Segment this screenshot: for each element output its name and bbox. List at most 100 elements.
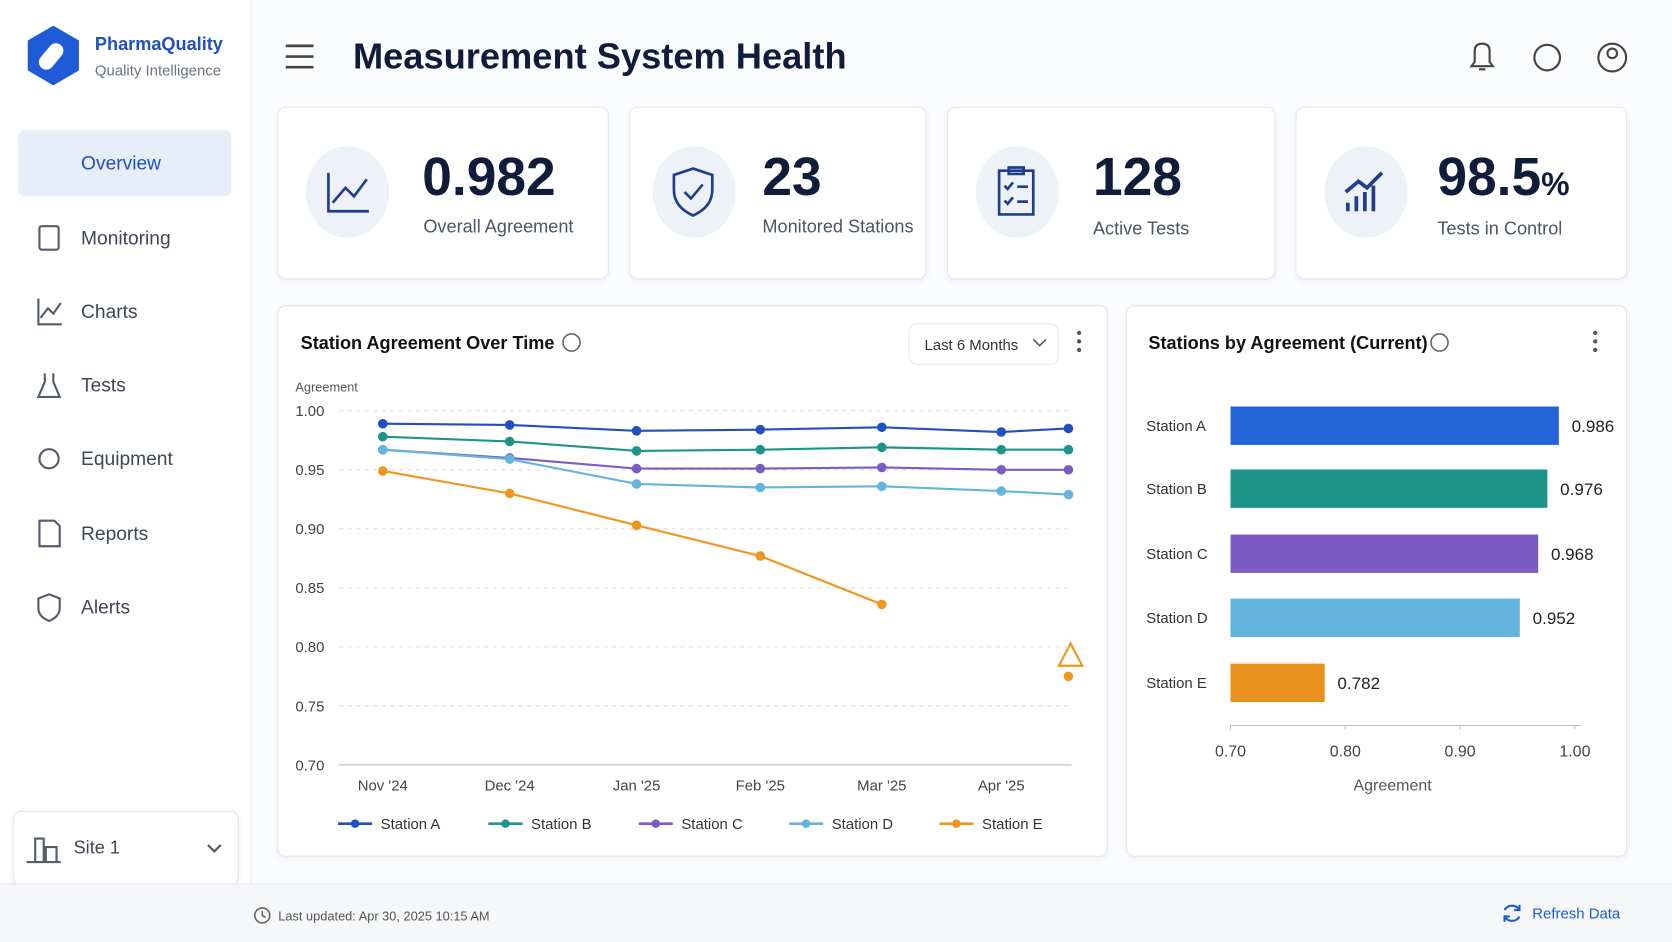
series-line xyxy=(382,448,1069,496)
nav-label: Charts xyxy=(81,300,138,322)
data-point xyxy=(631,479,642,489)
kpi-value: 23 xyxy=(762,147,822,207)
nav-label: Overview xyxy=(81,152,162,174)
nav-item[interactable]: Reports xyxy=(18,500,231,566)
y-tick-label: Station D xyxy=(1146,610,1208,627)
value-label: 0.782 xyxy=(1337,674,1380,693)
kpi-card: 98.5% Tests in Control xyxy=(1295,106,1628,280)
series-line xyxy=(382,448,1069,471)
kpi-label: Active Tests xyxy=(1092,218,1190,239)
kpi-icons xyxy=(327,166,1384,217)
legend-label: Station D xyxy=(832,816,894,833)
site-selector[interactable]: Site 1 xyxy=(12,810,239,886)
y-tick-label: 0.95 xyxy=(295,462,324,479)
user[interactable] xyxy=(1597,42,1628,73)
x-tick-label: Nov '24 xyxy=(358,778,408,795)
data-point xyxy=(1063,423,1074,434)
bar xyxy=(1230,406,1559,445)
legend-marker xyxy=(801,819,811,828)
nav-item[interactable]: Overview xyxy=(18,130,232,197)
x-tick-label: Apr '25 xyxy=(978,778,1025,795)
dropdown-chevron xyxy=(1032,338,1047,347)
nav-label: Equipment xyxy=(81,447,173,469)
refresh-icon[interactable] xyxy=(1500,902,1523,925)
footer xyxy=(0,883,1672,942)
legend-label: Station B xyxy=(531,816,592,833)
bar xyxy=(1230,598,1520,637)
kpi-label: Monitored Stations xyxy=(762,216,914,237)
brand-name: PharmaQuality xyxy=(94,34,223,55)
bell[interactable] xyxy=(1469,42,1495,71)
kpi-value: 98.5% xyxy=(1437,146,1569,208)
data-point xyxy=(996,427,1007,437)
data-point xyxy=(755,482,766,493)
data-point xyxy=(877,481,887,492)
data-point xyxy=(877,599,887,610)
legend-label: Station A xyxy=(381,816,441,833)
icon-charts xyxy=(37,298,62,326)
y-tick-label: 0.75 xyxy=(295,698,324,715)
data-point xyxy=(504,454,515,464)
kpi-icon xyxy=(975,146,1059,238)
range-label: Last 6 Months xyxy=(924,335,1019,353)
legend-marker xyxy=(952,819,961,828)
help[interactable] xyxy=(1533,43,1562,72)
data-point xyxy=(504,436,515,447)
kpi-card: 128 Active Tests xyxy=(946,106,1276,280)
nav-item[interactable]: Tests xyxy=(18,352,231,418)
data-point xyxy=(877,462,887,473)
data-point xyxy=(877,422,887,433)
y-tick-label: Station A xyxy=(1146,418,1206,435)
icon-equipment xyxy=(38,448,60,470)
nav-label: Alerts xyxy=(81,595,131,618)
warning-icon xyxy=(1057,641,1085,667)
data-point xyxy=(996,486,1007,496)
x-tick-label: 0.80 xyxy=(1330,743,1361,760)
y-tick-label: Station C xyxy=(1146,546,1208,563)
sidebar-icons xyxy=(27,25,79,623)
data-point xyxy=(1063,671,1074,682)
legend-marker xyxy=(350,819,360,828)
data-point xyxy=(1063,444,1074,455)
info-icon xyxy=(1430,333,1449,352)
value-label: 0.976 xyxy=(1560,480,1603,499)
legend-marker xyxy=(501,819,510,828)
nav-label: Tests xyxy=(81,373,126,396)
range-dropdown[interactable]: Last 6 Months xyxy=(908,323,1059,365)
data-point xyxy=(996,464,1007,475)
kpi-icon xyxy=(306,146,390,238)
x-tick-label: Mar '25 xyxy=(857,778,906,795)
kpi-number: 98.5 xyxy=(1437,147,1542,207)
data-point xyxy=(378,444,388,455)
page-title: Measurement System Health xyxy=(352,36,847,77)
x-tick-label: Dec '24 xyxy=(485,778,535,795)
data-point xyxy=(504,420,515,430)
x-tick-label: Jan '25 xyxy=(613,778,661,795)
nav-item[interactable]: Monitoring xyxy=(18,205,231,271)
bar xyxy=(1230,469,1548,508)
data-point xyxy=(1063,489,1074,500)
icon-reports xyxy=(38,519,61,548)
icon-alerts xyxy=(37,593,61,623)
kpi-card: 23 Monitored Stations xyxy=(629,106,927,280)
user-head xyxy=(1606,47,1619,60)
y-tick-label: Station B xyxy=(1146,481,1207,498)
refresh-button[interactable]: Refresh Data xyxy=(1532,904,1621,922)
kpi-value: 0.982 xyxy=(422,147,556,207)
data-point xyxy=(996,444,1007,455)
x-tick-label: 1.00 xyxy=(1559,743,1590,760)
nav-item[interactable]: Alerts xyxy=(18,574,231,640)
nav-item[interactable]: Equipment xyxy=(18,426,231,492)
nav-label: Monitoring xyxy=(81,226,171,249)
data-point xyxy=(378,466,388,476)
series-line xyxy=(383,471,1069,676)
y-tick-label: 0.90 xyxy=(295,521,324,538)
menu-button[interactable] xyxy=(284,43,316,71)
nav-item[interactable]: Charts xyxy=(18,278,231,344)
info-icon xyxy=(562,333,581,352)
y-axis-label: Agreement xyxy=(295,380,358,395)
data-point xyxy=(755,444,766,455)
y-tick-label: 0.85 xyxy=(295,580,324,597)
kebab[interactable] xyxy=(1076,330,1598,353)
header-icons xyxy=(1469,42,1628,73)
